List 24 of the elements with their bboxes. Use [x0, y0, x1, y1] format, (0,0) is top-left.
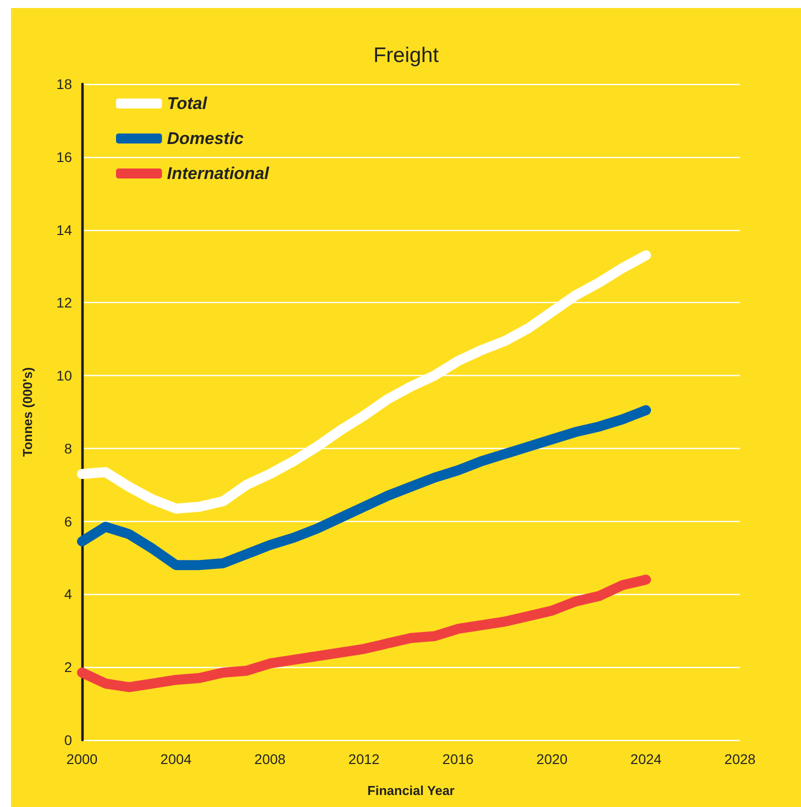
- y-tick-label: 14: [56, 222, 72, 238]
- y-axis-title: Tonnes (000's): [20, 367, 35, 457]
- chart-title: Freight: [373, 44, 439, 67]
- legend-label: Total: [167, 94, 208, 113]
- y-tick-label: 4: [64, 586, 72, 602]
- x-tick-label: 2028: [724, 751, 756, 767]
- x-tick-label: 2008: [254, 751, 286, 767]
- y-tick-label: 6: [64, 513, 72, 530]
- y-tick-label: 16: [56, 148, 72, 165]
- x-tick-label: 2004: [160, 751, 192, 767]
- y-tick-label: 18: [56, 76, 72, 92]
- y-tick-label: 12: [56, 294, 72, 311]
- x-axis-title: Financial Year: [367, 783, 455, 798]
- y-tick-label: 2: [64, 659, 72, 676]
- y-tick-label: 0: [64, 732, 72, 748]
- x-tick-label: 2024: [630, 751, 662, 767]
- x-tick-label: 2016: [442, 751, 474, 767]
- x-tick-label: 2012: [348, 751, 380, 767]
- legend-label: International: [167, 164, 270, 183]
- x-tick-label: 2020: [536, 751, 568, 767]
- x-tick-label: 2000: [66, 751, 98, 767]
- y-tick-label: 10: [56, 368, 72, 384]
- legend-label: Domestic: [167, 129, 244, 148]
- y-tick-label: 8: [64, 440, 72, 456]
